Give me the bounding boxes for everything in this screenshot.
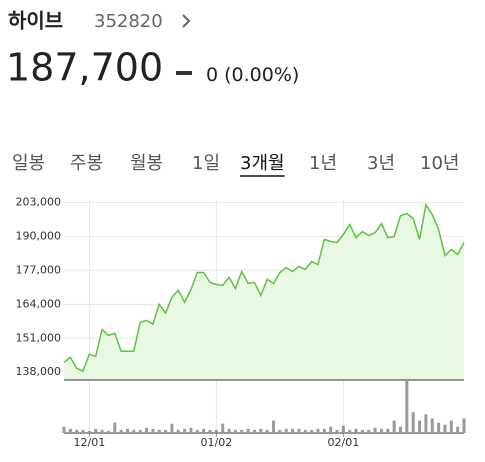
volume-bar xyxy=(113,422,117,433)
x-tick-label: 01/02 xyxy=(201,436,233,449)
volume-bar xyxy=(189,427,193,433)
volume-bar xyxy=(367,429,371,433)
volume-bar xyxy=(246,428,250,433)
volume-bar xyxy=(157,429,161,433)
tab[interactable]: 10년 xyxy=(420,153,459,174)
volume-bar xyxy=(462,418,466,433)
y-tick-label: 138,000 xyxy=(16,365,62,378)
volume-bar xyxy=(386,428,390,433)
volume-bar xyxy=(360,429,364,433)
volume-bar xyxy=(81,429,85,433)
volume-bar xyxy=(202,428,206,433)
volume-bar xyxy=(437,422,441,433)
change-value: 0 xyxy=(206,64,218,86)
area xyxy=(64,204,464,380)
volume-bar xyxy=(373,427,377,433)
volume-bar xyxy=(214,429,218,433)
x-tick-label: 12/01 xyxy=(74,436,106,449)
volume-bar xyxy=(138,429,142,433)
volume-bar xyxy=(164,429,168,433)
tab-bar: 일봉 주봉 월봉 1일 3개월 1년 3년 10년 xyxy=(12,153,459,177)
volume-bar xyxy=(341,425,345,433)
volume-bar xyxy=(183,428,187,433)
stock-name: 하이브 xyxy=(8,9,63,33)
volume-bar xyxy=(68,428,72,433)
volume-bar xyxy=(151,428,155,433)
volume-bar xyxy=(405,381,409,433)
volume-bar xyxy=(456,426,460,433)
volume-bar xyxy=(329,426,333,433)
volume-bar xyxy=(424,414,428,433)
volume-bar xyxy=(297,428,301,433)
volume-bar xyxy=(132,429,136,433)
chart: 138,000 151,000 164,000 177,000 190,000 203,0… xyxy=(16,196,466,449)
volume-bar xyxy=(284,428,288,433)
volume-bar xyxy=(272,420,276,433)
y-tick-label: 151,000 xyxy=(16,331,62,344)
volume-bar xyxy=(310,429,314,433)
x-tick-label: 02/01 xyxy=(328,436,360,449)
tab[interactable]: 월봉 xyxy=(130,153,163,174)
volume-bar xyxy=(399,426,403,433)
volume-bar xyxy=(449,420,453,433)
stock-code[interactable]: 352820 xyxy=(94,11,163,32)
y-tick-label: 177,000 xyxy=(16,263,62,276)
volume-bar xyxy=(125,428,129,433)
volume-bar xyxy=(145,427,149,433)
volume-bar xyxy=(418,420,422,433)
volume-bar xyxy=(411,412,415,433)
volume-bar xyxy=(354,428,358,433)
tab[interactable]: 3개월 xyxy=(240,153,285,174)
volume-bar xyxy=(392,420,396,433)
y-tick-label: 190,000 xyxy=(16,230,62,243)
volume-bar xyxy=(62,426,66,433)
y-tick-label: 164,000 xyxy=(16,297,62,310)
volume-bar xyxy=(379,428,383,433)
tab[interactable]: 1일 xyxy=(192,153,220,174)
change-pct: (0.00%) xyxy=(224,64,299,86)
tab[interactable]: 주봉 xyxy=(70,153,103,174)
volume-bar xyxy=(94,428,98,433)
price: 187,700 xyxy=(6,46,163,90)
volume-bar xyxy=(348,429,352,433)
volume-bar xyxy=(208,429,212,433)
volume-bar xyxy=(119,429,123,433)
volume-bar xyxy=(240,429,244,433)
volume-bar xyxy=(303,429,307,433)
change: 0 (0.00%) xyxy=(206,64,299,86)
volume-bar xyxy=(443,424,447,433)
flat-icon xyxy=(176,71,192,75)
volume-bar xyxy=(195,429,199,433)
volume-bar xyxy=(87,430,91,433)
volume-bar xyxy=(265,429,269,433)
y-tick-label: 203,000 xyxy=(16,196,62,209)
volume-bar xyxy=(75,429,79,433)
price-line xyxy=(63,202,465,373)
volume-bar xyxy=(252,429,256,433)
volume-bar xyxy=(316,428,320,433)
volume-bar xyxy=(221,423,225,433)
tab[interactable]: 일봉 xyxy=(12,153,45,174)
chevron[interactable] xyxy=(182,14,191,28)
volume-bar xyxy=(176,429,180,433)
volume-bar xyxy=(100,429,104,433)
volume-bar xyxy=(170,423,174,433)
volume-bar xyxy=(227,428,231,433)
volume-bar xyxy=(322,428,326,433)
volume-bar xyxy=(278,429,282,433)
volume-bar xyxy=(291,428,295,433)
volume-bar xyxy=(106,430,110,433)
tab[interactable]: 1년 xyxy=(309,153,337,174)
volume-bar xyxy=(233,429,237,433)
volume-bar xyxy=(259,428,263,433)
volume-bar xyxy=(430,418,434,433)
volume-bar xyxy=(335,429,339,433)
tab[interactable]: 3년 xyxy=(367,153,395,174)
